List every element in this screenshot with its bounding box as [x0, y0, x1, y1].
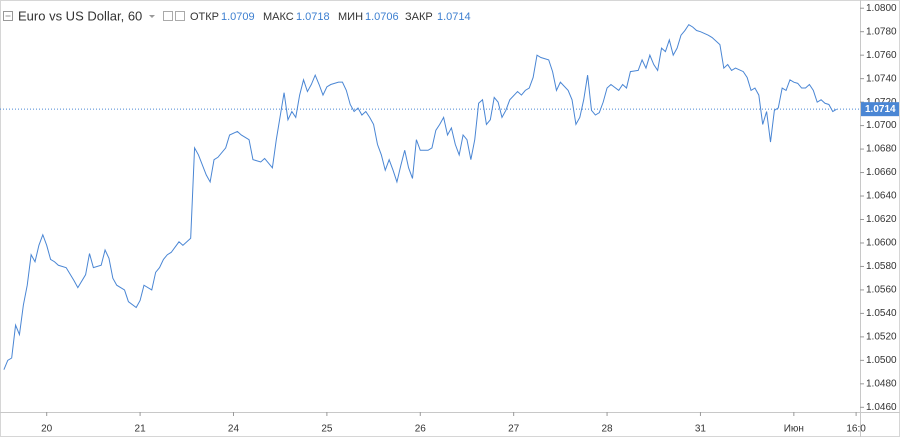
y-tick-label: 1.0700	[866, 120, 897, 131]
y-tick-label: 1.0760	[866, 50, 897, 61]
x-tick-label: 31	[695, 424, 707, 435]
y-tick-label: 1.0540	[866, 308, 897, 319]
x-tick-label: 21	[135, 424, 147, 435]
ohlc-value: 1.0714	[437, 11, 471, 23]
x-tick-label: 24	[228, 424, 240, 435]
chart-title: Euro vs US Dollar, 60	[18, 8, 142, 23]
y-tick-label: 1.0460	[866, 402, 897, 413]
y-tick-label: 1.0520	[866, 332, 897, 343]
plot-area	[0, 23, 860, 370]
ohlc-label: ОТКР	[190, 11, 219, 23]
x-tick-label: Июн	[784, 424, 804, 435]
last-price-label: 1.0714	[865, 104, 896, 115]
y-tick-label: 1.0660	[866, 167, 897, 178]
x-tick-label: 28	[601, 424, 613, 435]
y-tick-label: 1.0620	[866, 214, 897, 225]
y-tick-label: 1.0640	[866, 191, 897, 202]
ohlc-value: 1.0706	[365, 11, 399, 23]
price-line	[3, 23, 837, 370]
y-tick-label: 1.0500	[866, 355, 897, 366]
x-tick-label: 20	[41, 424, 53, 435]
dropdown-arrow[interactable]	[149, 15, 155, 18]
y-tick-label: 1.0560	[866, 285, 897, 296]
y-tick-label: 1.0680	[866, 144, 897, 155]
y-tick-label: 1.0600	[866, 238, 897, 249]
x-tick-label: 27	[508, 424, 520, 435]
y-tick-label: 1.0780	[866, 26, 897, 37]
settings-icon[interactable]	[163, 11, 173, 21]
header: Euro vs US Dollar, 60 ОТКР 1.0709 МАКС 1…	[3, 8, 471, 23]
x-tick-label: 25	[321, 424, 333, 435]
ohlc-label: МИН	[338, 11, 363, 23]
ohlc-label: МАКС	[263, 11, 294, 23]
y-tick-label: 1.0580	[866, 261, 897, 272]
x-tick-label: 26	[415, 424, 427, 435]
y-tick-label: 1.0740	[866, 73, 897, 84]
last-price-badge	[861, 102, 899, 117]
ohlc-label: ЗАКР	[405, 11, 433, 23]
y-tick-label: 1.0480	[866, 378, 897, 389]
ohlc-value: 1.0718	[296, 11, 330, 23]
ohlc-value: 1.0709	[221, 11, 255, 23]
y-tick-label: 1.0800	[866, 3, 897, 14]
close-icon[interactable]	[175, 11, 185, 21]
x-tick-label: 16:0	[846, 424, 866, 435]
